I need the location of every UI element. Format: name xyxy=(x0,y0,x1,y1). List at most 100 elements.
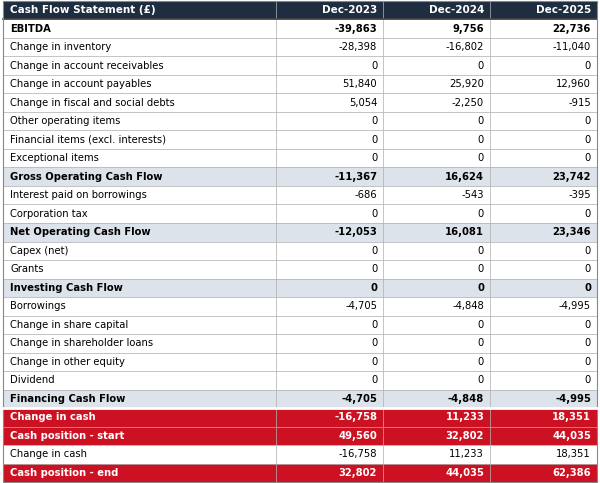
Bar xyxy=(383,242,490,260)
Bar xyxy=(3,334,276,353)
Bar xyxy=(383,168,490,186)
Text: 0: 0 xyxy=(478,338,484,348)
Text: Cash position - end: Cash position - end xyxy=(10,468,119,478)
Text: Borrowings: Borrowings xyxy=(10,301,66,311)
Text: 0: 0 xyxy=(585,375,591,385)
Text: Cash Flow Statement (£): Cash Flow Statement (£) xyxy=(10,5,156,15)
Text: 0: 0 xyxy=(478,209,484,219)
Bar xyxy=(490,130,597,149)
Bar xyxy=(383,334,490,353)
Bar xyxy=(276,260,383,279)
Text: 32,802: 32,802 xyxy=(446,431,484,441)
Bar xyxy=(276,315,383,334)
Bar xyxy=(490,389,597,408)
Bar xyxy=(490,112,597,130)
Text: 0: 0 xyxy=(371,116,377,126)
Text: 22,736: 22,736 xyxy=(553,24,591,34)
Text: 0: 0 xyxy=(371,375,377,385)
Text: -12,053: -12,053 xyxy=(334,227,377,237)
Bar xyxy=(490,223,597,242)
Text: Change in cash: Change in cash xyxy=(10,449,87,459)
Text: 0: 0 xyxy=(477,283,484,293)
Bar xyxy=(383,112,490,130)
Text: -11,040: -11,040 xyxy=(553,42,591,52)
Bar xyxy=(3,19,276,38)
Bar xyxy=(383,19,490,38)
Text: 0: 0 xyxy=(478,375,484,385)
Text: Dividend: Dividend xyxy=(10,375,55,385)
Text: Change in fiscal and social debts: Change in fiscal and social debts xyxy=(10,98,175,108)
Bar xyxy=(276,223,383,242)
Text: 0: 0 xyxy=(585,357,591,367)
Bar xyxy=(3,57,276,75)
Text: 23,346: 23,346 xyxy=(553,227,591,237)
Text: -16,802: -16,802 xyxy=(446,42,484,52)
Text: 51,840: 51,840 xyxy=(343,79,377,89)
Bar xyxy=(276,57,383,75)
Bar xyxy=(490,168,597,186)
Text: -4,705: -4,705 xyxy=(345,301,377,311)
Bar xyxy=(276,204,383,223)
Text: Gross Operating Cash Flow: Gross Operating Cash Flow xyxy=(10,172,163,182)
Bar xyxy=(276,464,383,482)
Bar xyxy=(490,94,597,112)
Text: 0: 0 xyxy=(478,320,484,330)
Text: 0: 0 xyxy=(478,61,484,71)
Text: 0: 0 xyxy=(585,246,591,256)
Text: -28,398: -28,398 xyxy=(339,42,377,52)
Text: -39,863: -39,863 xyxy=(335,24,377,34)
Bar xyxy=(490,186,597,204)
Bar xyxy=(3,389,276,408)
Text: Change in shareholder loans: Change in shareholder loans xyxy=(10,338,154,348)
Bar xyxy=(490,19,597,38)
Bar xyxy=(276,371,383,389)
Bar xyxy=(276,408,383,426)
Text: 0: 0 xyxy=(585,338,591,348)
Text: -4,705: -4,705 xyxy=(341,394,377,404)
Text: 12,960: 12,960 xyxy=(556,79,591,89)
Bar xyxy=(490,38,597,57)
Text: Net Operating Cash Flow: Net Operating Cash Flow xyxy=(10,227,151,237)
Bar xyxy=(276,426,383,445)
Bar xyxy=(383,279,490,297)
Bar xyxy=(383,75,490,94)
Bar xyxy=(3,426,276,445)
Text: 11,233: 11,233 xyxy=(445,412,484,422)
Bar xyxy=(276,279,383,297)
Text: -16,758: -16,758 xyxy=(338,449,377,459)
Bar xyxy=(276,334,383,353)
Text: -4,995: -4,995 xyxy=(555,394,591,404)
Text: 0: 0 xyxy=(371,209,377,219)
Bar xyxy=(276,242,383,260)
Bar xyxy=(3,315,276,334)
Bar xyxy=(383,426,490,445)
Text: Other operating items: Other operating items xyxy=(10,116,121,126)
Bar xyxy=(490,57,597,75)
Text: 0: 0 xyxy=(478,153,484,163)
Text: Capex (net): Capex (net) xyxy=(10,246,68,256)
Bar xyxy=(490,315,597,334)
Text: 0: 0 xyxy=(371,135,377,145)
Bar xyxy=(490,445,597,464)
Bar xyxy=(490,1,597,19)
Text: 0: 0 xyxy=(478,135,484,145)
Text: -16,758: -16,758 xyxy=(334,412,377,422)
Bar xyxy=(490,464,597,482)
Bar xyxy=(490,408,597,426)
Text: 0: 0 xyxy=(371,320,377,330)
Bar xyxy=(383,186,490,204)
Text: Dec-2024: Dec-2024 xyxy=(429,5,484,15)
Bar xyxy=(490,204,597,223)
Text: -543: -543 xyxy=(461,190,484,200)
Text: Change in other equity: Change in other equity xyxy=(10,357,125,367)
Bar xyxy=(3,186,276,204)
Text: 0: 0 xyxy=(478,246,484,256)
Bar xyxy=(276,168,383,186)
Bar xyxy=(3,408,276,426)
Bar xyxy=(490,279,597,297)
Bar xyxy=(3,371,276,389)
Text: Change in share capital: Change in share capital xyxy=(10,320,128,330)
Text: Change in inventory: Change in inventory xyxy=(10,42,112,52)
Text: 18,351: 18,351 xyxy=(556,449,591,459)
Bar xyxy=(3,223,276,242)
